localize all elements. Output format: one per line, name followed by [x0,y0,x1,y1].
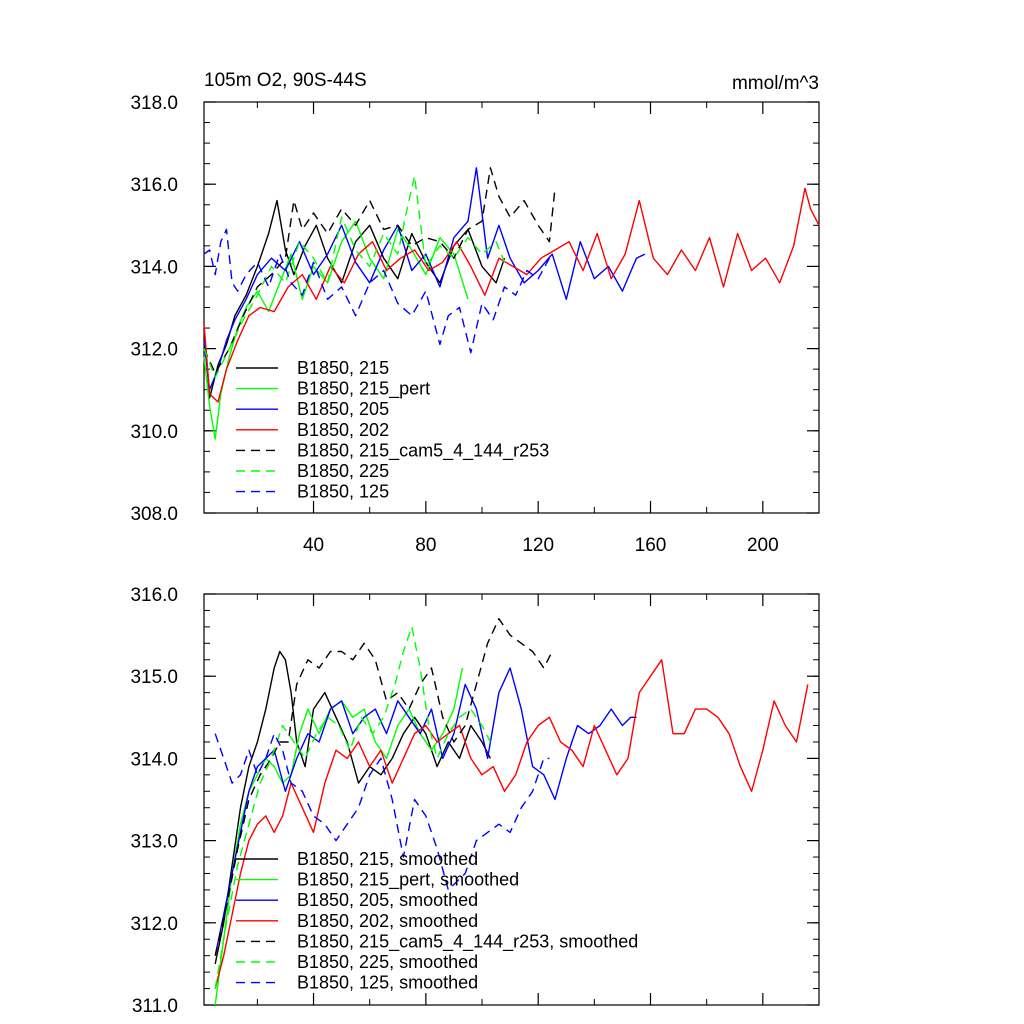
bottom-series-lines [214,618,809,1006]
series-line-b1850-125 [203,228,551,354]
units-label: mmol/m^3 [732,73,819,94]
x-tick-label: 40 [303,535,324,556]
series-line-b1850-205-smoothed [214,667,637,956]
x-tick-label: 120 [522,535,554,556]
x-tick-label: 160 [635,535,667,556]
series-line-b1850-225-smoothed [214,626,492,989]
y-tick-label: 310.0 [130,422,178,443]
legend-label: B1850, 202, smoothed [297,911,478,931]
y-tick-label: 312.0 [130,340,178,361]
legend-label: B1850, 225, smoothed [297,952,478,972]
y-tick-label: 316.0 [130,175,178,196]
y-tick-label: 314.0 [130,257,178,278]
y-tick-label: 313.0 [130,832,178,853]
x-tick-label: 200 [747,535,779,556]
legend-label: B1850, 225 [297,461,389,481]
series-line-b1850-215-smoothed [214,650,492,965]
legend-label: B1850, 215_cam5_4_144_r253 [297,440,549,461]
y-tick-label: 312.0 [130,914,178,935]
legend-label: B1850, 215_pert [297,379,430,400]
legend-label: B1850, 215 [297,358,389,378]
top-series-lines [203,167,820,440]
legend-label: B1850, 205, smoothed [297,890,478,910]
top-chart: 105m O2, 90S-44S mmol/m^3 308.0 310.0 312.… [130,70,820,556]
legend-label: B1850, 215_cam5_4_144_r253, smoothed [297,931,638,952]
y-tick-label: 316.0 [130,585,178,606]
y-tick-label: 311.0 [132,996,178,1017]
legend-label: B1850, 215, smoothed [297,849,478,869]
series-line-b1850-225 [203,175,506,379]
series-line-b1850-125-smoothed [214,733,550,891]
x-tick-label: 80 [415,535,436,556]
bottom-plot-frame [203,593,820,1006]
series-line-b1850-202 [203,187,820,403]
legend-label: B1850, 202 [297,420,389,440]
y-tick-label: 314.0 [130,749,178,770]
series-line-b1850-205 [203,167,646,391]
legend-label: B1850, 215_pert, smoothed [297,870,519,891]
bottom-x-axis [256,594,820,1005]
legend-label: B1850, 125, smoothed [297,973,478,993]
series-line-b1850-202-smoothed [214,659,809,989]
y-tick-label: 318.0 [130,93,178,114]
series-line-b1850-215 [203,199,506,399]
series-line-b1850-215-cam5-4-144-r253-smoothed [214,618,553,956]
series-line-b1850-215-cam5-4-144-r253 [203,167,556,374]
y-tick-label: 315.0 [130,667,178,688]
series-line-b1850-215-pert [203,220,469,440]
legend-label: B1850, 125 [297,482,389,502]
legend-label: B1850, 205 [297,399,389,419]
bottom-chart: 311.0 312.0 313.0 314.0 315.0 316.0 B1850, 21… [130,585,820,1017]
top-x-axis: 40 80 120 160 200 [256,102,820,556]
bottom-y-axis: 311.0 312.0 313.0 314.0 315.0 316.0 [130,585,819,1017]
y-tick-label: 308.0 [130,504,178,525]
chart-title: 105m O2, 90S-44S [204,70,367,91]
top-y-axis: 308.0 310.0 312.0 314.0 316.0 318.0 [130,93,819,525]
